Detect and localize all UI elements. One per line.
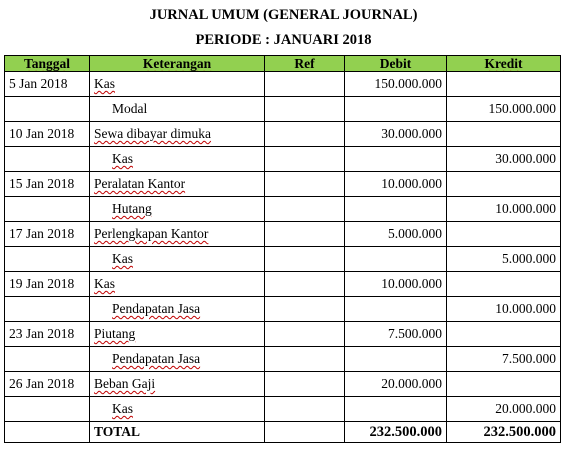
cell-tanggal bbox=[4, 146, 90, 172]
cell-tanggal bbox=[4, 396, 90, 422]
cell-tanggal bbox=[4, 346, 90, 372]
cell-debit bbox=[344, 96, 447, 122]
cell-debit bbox=[344, 246, 447, 272]
cell-ref bbox=[264, 71, 345, 97]
table-row: 17 Jan 2018 Perlengkapan Kantor 5.000.00… bbox=[4, 221, 561, 247]
total-row: TOTAL 232.500.000 232.500.000 bbox=[4, 421, 561, 443]
cell-keterangan: Beban Gaji bbox=[89, 371, 265, 397]
cell-kredit bbox=[446, 121, 561, 147]
col-header-tanggal: Tanggal bbox=[4, 55, 90, 72]
cell-tanggal bbox=[4, 246, 90, 272]
cell-ref bbox=[264, 371, 345, 397]
cell-keterangan: Peralatan Kantor bbox=[89, 171, 265, 197]
cell-ref bbox=[264, 196, 345, 222]
table-row: 26 Jan 2018 Beban Gaji 20.000.000 bbox=[4, 371, 561, 397]
cell-tanggal: 26 Jan 2018 bbox=[4, 371, 90, 397]
cell-kredit: 10.000.000 bbox=[446, 296, 561, 322]
cell-tanggal: 10 Jan 2018 bbox=[4, 121, 90, 147]
cell-debit: 5.000.000 bbox=[344, 221, 447, 247]
table-row: Pendapatan Jasa 7.500.000 bbox=[4, 346, 561, 372]
cell-ref bbox=[264, 396, 345, 422]
cell-kredit bbox=[446, 71, 561, 97]
cell-keterangan: Sewa dibayar dimuka bbox=[89, 121, 265, 147]
cell-debit: 30.000.000 bbox=[344, 121, 447, 147]
cell-ref bbox=[264, 96, 345, 122]
table-row: 23 Jan 2018 Piutang 7.500.000 bbox=[4, 321, 561, 347]
cell-tanggal bbox=[4, 421, 90, 443]
total-label: TOTAL bbox=[89, 421, 265, 443]
table-row: Kas 5.000.000 bbox=[4, 246, 561, 272]
col-header-kredit: Kredit bbox=[446, 55, 561, 72]
cell-kredit: 7.500.000 bbox=[446, 346, 561, 372]
total-kredit: 232.500.000 bbox=[446, 421, 561, 443]
cell-kredit: 10.000.000 bbox=[446, 196, 561, 222]
col-header-debit: Debit bbox=[344, 55, 447, 72]
cell-keterangan: Kas bbox=[89, 396, 265, 422]
table-row: 5 Jan 2018 Kas 150.000.000 bbox=[4, 71, 561, 97]
cell-tanggal bbox=[4, 196, 90, 222]
cell-keterangan: Kas bbox=[89, 246, 265, 272]
cell-kredit bbox=[446, 271, 561, 297]
cell-ref bbox=[264, 121, 345, 147]
period-title: PERIODE : JANUARI 2018 bbox=[195, 32, 372, 48]
cell-ref bbox=[264, 271, 345, 297]
cell-debit bbox=[344, 396, 447, 422]
cell-tanggal: 15 Jan 2018 bbox=[4, 171, 90, 197]
col-header-ref: Ref bbox=[264, 55, 345, 72]
table-row: Modal 150.000.000 bbox=[4, 96, 561, 122]
cell-keterangan: Pendapatan Jasa bbox=[89, 346, 265, 372]
cell-keterangan: Kas bbox=[89, 146, 265, 172]
cell-keterangan: Pendapatan Jasa bbox=[89, 296, 265, 322]
cell-debit: 10.000.000 bbox=[344, 171, 447, 197]
cell-kredit bbox=[446, 221, 561, 247]
cell-tanggal: 17 Jan 2018 bbox=[4, 221, 90, 247]
cell-debit: 150.000.000 bbox=[344, 71, 447, 97]
col-header-keterangan: Keterangan bbox=[89, 55, 265, 72]
cell-ref bbox=[264, 221, 345, 247]
cell-ref bbox=[264, 146, 345, 172]
cell-ref bbox=[264, 246, 345, 272]
cell-debit bbox=[344, 296, 447, 322]
cell-keterangan: Kas bbox=[89, 271, 265, 297]
cell-tanggal: 23 Jan 2018 bbox=[4, 321, 90, 347]
cell-ref bbox=[264, 421, 345, 443]
table-row: Pendapatan Jasa 10.000.000 bbox=[4, 296, 561, 322]
cell-tanggal bbox=[4, 296, 90, 322]
cell-debit bbox=[344, 196, 447, 222]
cell-debit: 10.000.000 bbox=[344, 271, 447, 297]
cell-keterangan: Modal bbox=[89, 96, 265, 122]
cell-ref bbox=[264, 296, 345, 322]
cell-debit bbox=[344, 346, 447, 372]
table-row: 10 Jan 2018 Sewa dibayar dimuka 30.000.0… bbox=[4, 121, 561, 147]
cell-debit bbox=[344, 146, 447, 172]
table-row: 15 Jan 2018 Peralatan Kantor 10.000.000 bbox=[4, 171, 561, 197]
total-debit: 232.500.000 bbox=[344, 421, 447, 443]
table-header-row: Tanggal Keterangan Ref Debit Kredit bbox=[4, 55, 561, 72]
cell-ref bbox=[264, 171, 345, 197]
table-row: Hutang 10.000.000 bbox=[4, 196, 561, 222]
cell-tanggal: 5 Jan 2018 bbox=[4, 71, 90, 97]
cell-debit: 7.500.000 bbox=[344, 321, 447, 347]
journal-title: JURNAL UMUM (GENERAL JOURNAL) bbox=[149, 7, 418, 23]
table-row: Kas 20.000.000 bbox=[4, 396, 561, 422]
cell-kredit: 30.000.000 bbox=[446, 146, 561, 172]
cell-kredit bbox=[446, 371, 561, 397]
cell-debit: 20.000.000 bbox=[344, 371, 447, 397]
table-row: Kas 30.000.000 bbox=[4, 146, 561, 172]
cell-ref bbox=[264, 321, 345, 347]
cell-tanggal bbox=[4, 96, 90, 122]
cell-keterangan: Hutang bbox=[89, 196, 265, 222]
cell-kredit: 20.000.000 bbox=[446, 396, 561, 422]
cell-keterangan: Perlengkapan Kantor bbox=[89, 221, 265, 247]
cell-keterangan: Kas bbox=[89, 71, 265, 97]
cell-ref bbox=[264, 346, 345, 372]
cell-kredit: 5.000.000 bbox=[446, 246, 561, 272]
cell-tanggal: 19 Jan 2018 bbox=[4, 271, 90, 297]
cell-kredit bbox=[446, 171, 561, 197]
cell-kredit: 150.000.000 bbox=[446, 96, 561, 122]
general-journal-table: Tanggal Keterangan Ref Debit Kredit 5 Ja… bbox=[4, 55, 561, 443]
cell-kredit bbox=[446, 321, 561, 347]
cell-keterangan: Piutang bbox=[89, 321, 265, 347]
table-row: 19 Jan 2018 Kas 10.000.000 bbox=[4, 271, 561, 297]
